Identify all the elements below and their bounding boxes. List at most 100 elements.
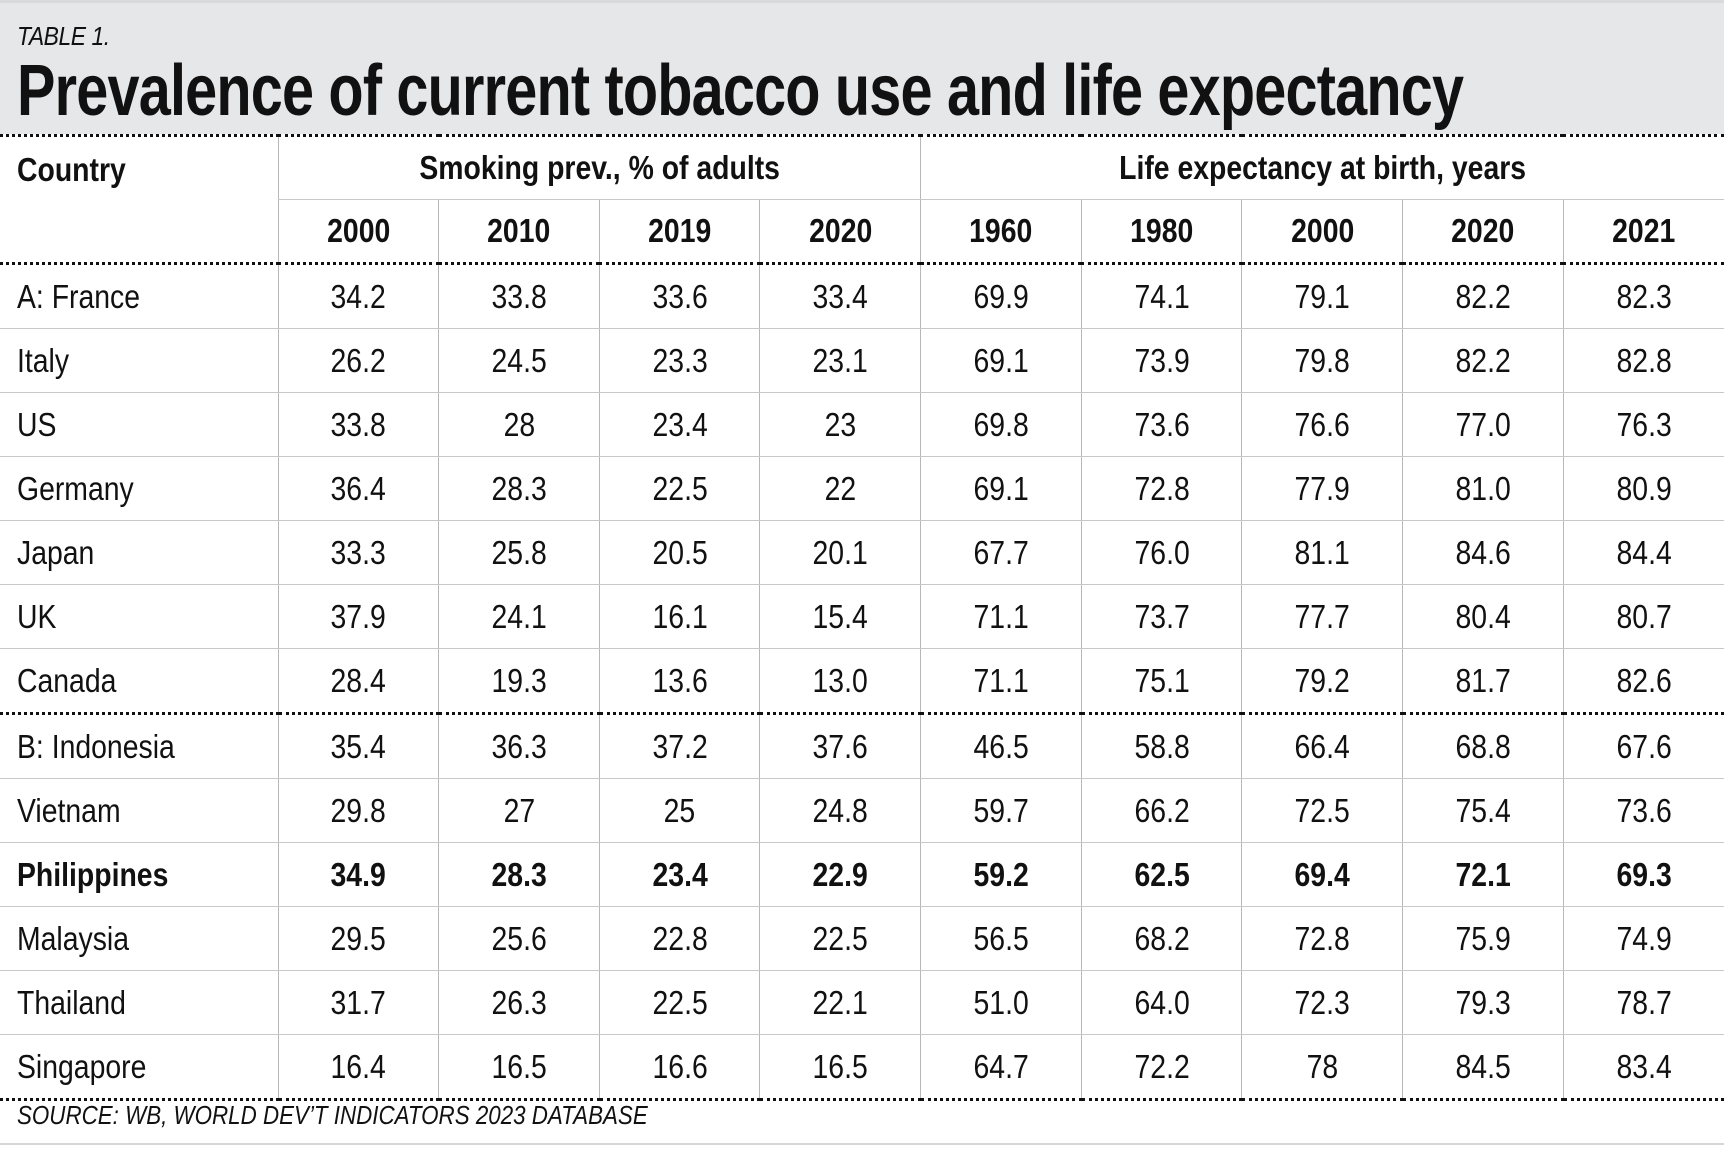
value-cell: 69.8 [920,392,1082,457]
value-cell: 26.2 [277,328,439,393]
value-cell: 77.7 [1241,584,1403,649]
year-header: 2019 [598,199,760,264]
value-cell: 28.4 [277,648,439,715]
value-cell: 33.3 [277,520,439,585]
value-cell: 20.1 [759,520,921,585]
value-cell: 23.3 [598,328,760,393]
value-cell: 75.4 [1402,778,1564,843]
value-cell: 25 [598,778,760,843]
value-cell: 22.1 [759,970,921,1035]
table-body: A: France 34.2 33.8 33.6 33.4 69.9 74.1 79.1 82.… [0,263,1724,1101]
value-cell: 67.6 [1562,713,1724,779]
value-cell: 82.2 [1402,263,1564,329]
value-cell: 59.7 [920,778,1082,843]
value-cell: 51.0 [920,970,1082,1035]
country-cell: Italy [0,328,278,393]
value-cell: 69.1 [920,328,1082,393]
value-cell: 16.5 [438,1034,600,1101]
source-note: SOURCE: WB, WORLD DEV’T INDICATORS 2023 … [17,1100,648,1130]
column-header-country: Country [17,151,126,188]
value-cell: 27 [438,778,600,843]
value-cell: 82.3 [1562,263,1724,329]
value-cell: 16.5 [759,1034,921,1101]
value-cell: 16.6 [598,1034,760,1101]
country-cell: Vietnam [0,778,278,843]
value-cell: 79.2 [1241,648,1403,715]
value-cell: 22.5 [598,970,760,1035]
bottom-divider [0,1143,1724,1145]
value-cell: 73.6 [1080,392,1242,457]
value-cell: 24.8 [759,778,921,843]
value-cell: 31.7 [277,970,439,1035]
value-cell: 28 [438,392,600,457]
value-cell: 80.9 [1562,456,1724,521]
table-number-label: TABLE 1. [17,21,110,51]
value-cell: 72.1 [1402,842,1564,907]
value-cell: 82.8 [1562,328,1724,393]
value-cell: 74.1 [1080,263,1242,329]
year-header: 2010 [438,199,600,264]
table-row: Philippines 34.9 28.3 23.4 22.9 59.2 62.5 69.4 7… [0,842,1724,907]
value-cell: 22 [759,456,921,521]
value-cell: 62.5 [1080,842,1242,907]
table-row: Singapore 16.4 16.5 16.6 16.5 64.7 72.2 78 84.5 8… [0,1034,1724,1101]
table-row: Malaysia 29.5 25.6 22.8 22.5 56.5 68.2 72.8 75.9… [0,906,1724,971]
value-cell: 37.9 [277,584,439,649]
value-cell: 26.3 [438,970,600,1035]
value-cell: 82.2 [1402,328,1564,393]
value-cell: 83.4 [1562,1034,1724,1101]
value-cell: 71.1 [920,584,1082,649]
value-cell: 66.4 [1241,713,1403,779]
year-header: 2021 [1562,199,1724,264]
value-cell: 73.7 [1080,584,1242,649]
value-cell: 22.5 [598,456,760,521]
year-header: 2020 [1402,199,1564,264]
value-cell: 22.9 [759,842,921,907]
value-cell: 13.6 [598,648,760,715]
value-cell: 28.3 [438,842,600,907]
country-cell: Canada [0,648,278,715]
value-cell: 84.6 [1402,520,1564,585]
value-cell: 72.5 [1241,778,1403,843]
country-cell: A: France [0,263,278,329]
table-row: Vietnam 29.8 27 25 24.8 59.7 66.2 72.5 75.4 73.6 [0,778,1724,843]
value-cell: 22.8 [598,906,760,971]
value-cell: 23.4 [598,392,760,457]
value-cell: 56.5 [920,906,1082,971]
value-cell: 81.1 [1241,520,1403,585]
group-header-smoking: Smoking prev., % of adults [277,135,921,200]
table-row: US 33.8 28 23.4 23 69.8 73.6 76.6 77.0 76.3 [0,392,1724,457]
value-cell: 35.4 [277,713,439,779]
value-cell: 58.8 [1080,713,1242,779]
value-cell: 72.8 [1080,456,1242,521]
value-cell: 64.0 [1080,970,1242,1035]
value-cell: 80.4 [1402,584,1564,649]
value-cell: 79.8 [1241,328,1403,393]
value-cell: 69.3 [1562,842,1724,907]
value-cell: 67.7 [920,520,1082,585]
table-row: Italy 26.2 24.5 23.3 23.1 69.1 73.9 79.8 82.2 82.… [0,328,1724,393]
table-title: Prevalence of current tobacco use and li… [17,51,1464,131]
value-cell: 24.5 [438,328,600,393]
country-cell: US [0,392,278,457]
value-cell: 69.4 [1241,842,1403,907]
value-cell: 71.1 [920,648,1082,715]
value-cell: 77.0 [1402,392,1564,457]
value-cell: 34.9 [277,842,439,907]
value-cell: 64.7 [920,1034,1082,1101]
value-cell: 34.2 [277,263,439,329]
value-cell: 84.5 [1402,1034,1564,1101]
value-cell: 25.8 [438,520,600,585]
value-cell: 68.8 [1402,713,1564,779]
country-cell: UK [0,584,278,649]
table-row: B: Indonesia 35.4 36.3 37.2 37.6 46.5 58.8 66.4… [0,713,1724,779]
table-row: Thailand 31.7 26.3 22.5 22.1 51.0 64.0 72.3 79.3… [0,970,1724,1035]
table-row: Canada 28.4 19.3 13.6 13.0 71.1 75.1 79.2 81.7 82… [0,648,1724,715]
table-header: TABLE 1. Prevalence of current tobacco u… [0,0,1724,134]
country-cell: Thailand [0,970,278,1035]
year-header: 2020 [759,199,921,264]
country-cell: Malaysia [0,906,278,971]
value-cell: 15.4 [759,584,921,649]
year-header: 1980 [1080,199,1242,264]
value-cell: 25.6 [438,906,600,971]
